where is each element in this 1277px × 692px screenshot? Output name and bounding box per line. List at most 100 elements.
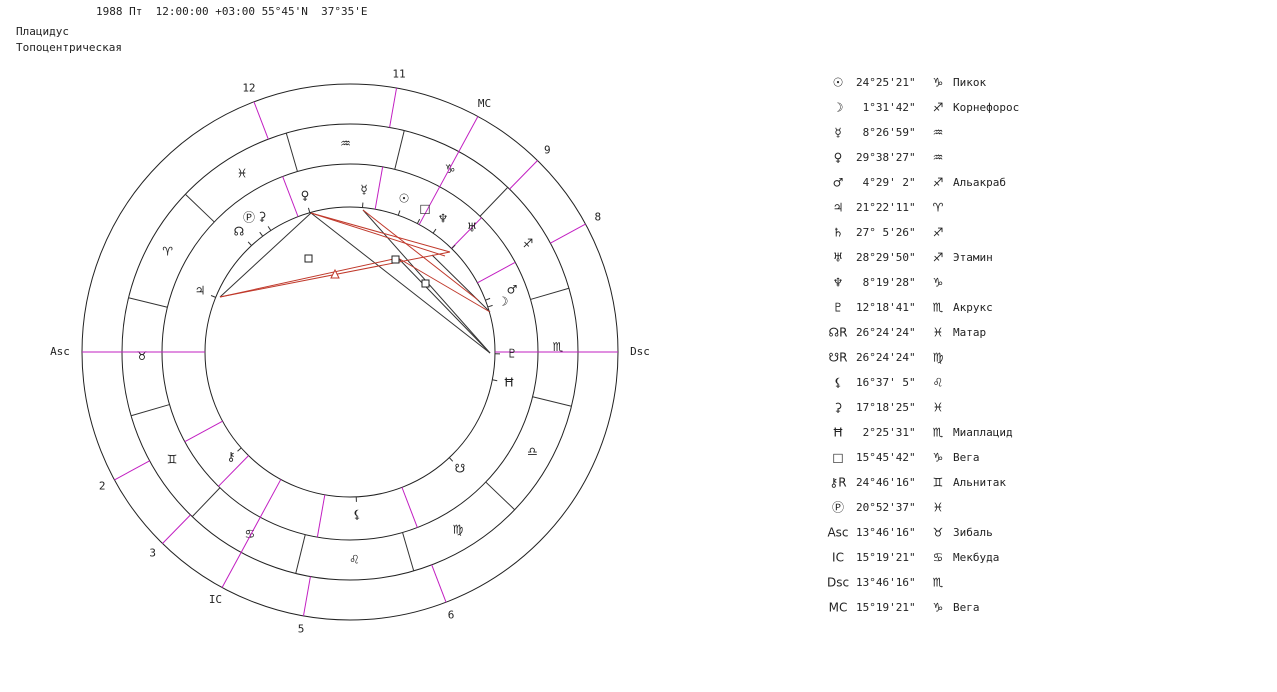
row-star: Пикок	[953, 76, 986, 89]
angle-line	[221, 479, 282, 588]
sign-glyph: ♋	[245, 527, 256, 541]
house-cusp	[550, 223, 586, 244]
row-glyph: ♀	[834, 151, 843, 165]
row-position: 13°46'16"	[856, 576, 916, 589]
planet-tick	[416, 218, 421, 224]
row-sign: ♋	[933, 551, 944, 565]
house-label: 9	[544, 144, 551, 157]
row-position: 24°46'16"	[856, 476, 916, 489]
row-glyph: Asc	[827, 526, 848, 540]
house-label: 5	[298, 623, 305, 636]
row-sign: ♒	[933, 151, 944, 165]
planet-tick	[210, 295, 216, 298]
row-glyph: ♂	[833, 176, 844, 190]
row-position: 15°45'42"	[856, 451, 916, 464]
house-label: MC	[478, 97, 491, 110]
row-glyph: ☉	[833, 76, 844, 90]
planet-tick	[237, 447, 242, 452]
row-sign: ♏	[933, 426, 944, 440]
planet-glyph: ♀	[301, 189, 310, 203]
row-star: Корнефорос	[953, 101, 1019, 114]
sign-glyph: ♏	[553, 340, 564, 354]
aspect-line	[310, 212, 491, 354]
house-cusp	[389, 87, 398, 128]
aspect-line	[397, 257, 491, 313]
row-position: 13°46'16"	[856, 526, 916, 539]
aspect-line	[219, 257, 399, 298]
row-glyph: ☋R	[829, 351, 848, 365]
row-sign: ♐	[933, 251, 944, 265]
aspect-symbol	[391, 255, 400, 264]
row-position: 20°52'37"	[856, 501, 916, 514]
sign-boundary	[532, 396, 572, 407]
planet-glyph: ♇	[507, 347, 518, 361]
aspect-symbol	[421, 279, 430, 288]
house-label: 3	[149, 546, 156, 559]
row-star: Мекбуда	[953, 551, 999, 564]
row-sign: ♑	[933, 76, 944, 90]
sign-boundary	[394, 130, 405, 170]
house-label: 11	[392, 67, 405, 80]
row-star: Матар	[953, 326, 986, 339]
row-star: Зибаль	[953, 526, 993, 539]
house-system: Плацидус	[16, 25, 69, 38]
row-sign: ♈	[933, 201, 944, 215]
coordinate-kind: Топоцентрическая	[16, 41, 122, 54]
planet-tick	[451, 244, 456, 249]
row-sign: ♐	[933, 101, 944, 115]
sign-boundary	[191, 487, 221, 517]
row-position: 24°25'21"	[856, 76, 916, 89]
planet-glyph: ⚳	[258, 210, 267, 224]
house-label: 2	[99, 480, 106, 493]
aspect-line	[310, 212, 451, 253]
zodiac-inner	[161, 163, 539, 541]
aspect-symbol	[330, 268, 340, 279]
row-sign: ♏	[933, 301, 944, 315]
row-glyph: ⚸	[834, 376, 843, 390]
planet-tick	[247, 241, 252, 246]
row-glyph: □	[832, 451, 843, 465]
sign-boundary	[295, 534, 306, 574]
row-star: Альакраб	[953, 176, 1006, 189]
house-cusp	[184, 420, 223, 443]
row-position: 26°24'24"	[856, 351, 916, 364]
row-sign: ♊	[933, 476, 944, 490]
sign-boundary	[128, 297, 168, 308]
header: 1988 Пт 12:00:00 +03:00 55°45'N 37°35'E	[96, 5, 368, 18]
aspect-line	[397, 257, 491, 354]
row-glyph: ♆	[833, 276, 844, 290]
sign-glyph: ♑	[445, 162, 456, 176]
row-position: 8°26'59"	[856, 126, 916, 139]
house-label: 8	[595, 210, 602, 223]
row-sign: ♐	[933, 226, 944, 240]
row-sign: ♍	[933, 351, 944, 365]
planet-glyph: Ħ	[504, 376, 515, 390]
row-glyph: ☊R	[829, 326, 848, 340]
house-cusp	[316, 494, 326, 538]
row-star: Вега	[953, 451, 980, 464]
house-cusp	[218, 455, 249, 487]
planet-tick	[267, 226, 272, 231]
row-position: 21°22'11"	[856, 201, 916, 214]
planet-glyph: ☋	[455, 462, 466, 476]
planet-glyph: □	[419, 202, 430, 216]
row-sign: ♐	[933, 176, 944, 190]
aspect-line	[219, 212, 312, 298]
row-position: 4°29' 2"	[856, 176, 916, 189]
house-label: 6	[448, 608, 455, 621]
row-glyph: ♃	[833, 201, 844, 215]
sign-glyph: ♉	[137, 349, 148, 363]
row-glyph: Ⓟ	[832, 501, 844, 515]
row-sign: ♓	[933, 401, 944, 415]
house-label: Asc	[50, 345, 70, 358]
sign-glyph: ♎	[527, 445, 538, 459]
planet-tick	[432, 228, 437, 234]
row-sign: ♒	[933, 126, 944, 140]
planet-tick	[487, 304, 493, 308]
row-star: Этамин	[953, 251, 993, 264]
row-glyph: ☿	[834, 126, 841, 140]
planet-glyph: ♃	[195, 284, 206, 298]
planet-glyph: ♆	[438, 212, 449, 226]
row-position: 2°25'31"	[856, 426, 916, 439]
sign-boundary	[130, 404, 170, 417]
